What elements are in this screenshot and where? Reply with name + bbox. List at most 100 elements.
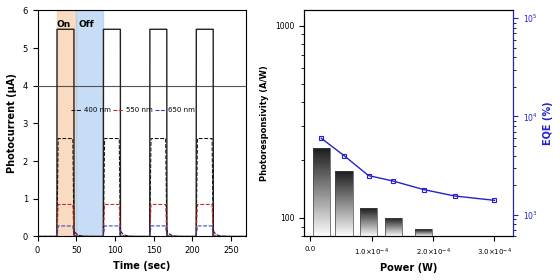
Bar: [312, 184, 330, 185]
Bar: [312, 168, 330, 169]
Bar: [360, 228, 377, 229]
Bar: [335, 221, 353, 222]
Bar: [312, 151, 330, 152]
Bar: [335, 206, 353, 207]
Bar: [335, 174, 353, 175]
Bar: [360, 226, 377, 227]
Bar: [360, 230, 377, 231]
Bar: [360, 216, 377, 217]
Bar: [312, 148, 330, 150]
Bar: [312, 159, 330, 160]
650 nm: [171, 235, 178, 238]
Bar: [312, 198, 330, 199]
Bar: [335, 191, 353, 192]
Bar: [312, 163, 330, 164]
Bar: [360, 231, 377, 232]
650 nm: [104, 224, 111, 228]
Bar: [312, 156, 330, 157]
Bar: [312, 175, 330, 176]
Bar: [335, 189, 353, 190]
Bar: [312, 169, 330, 170]
Bar: [312, 185, 330, 186]
X-axis label: Power (W): Power (W): [380, 263, 437, 273]
Bar: [335, 186, 353, 187]
Bar: [335, 190, 353, 191]
Bar: [335, 200, 353, 201]
Bar: [312, 199, 330, 200]
Bar: [360, 211, 377, 212]
Bar: [312, 178, 330, 179]
Bar: [335, 194, 353, 195]
Bar: [312, 165, 330, 166]
Bar: [335, 175, 353, 176]
Bar: [312, 219, 330, 220]
Bar: [312, 233, 330, 234]
Bar: [360, 223, 377, 224]
Bar: [312, 186, 330, 187]
Bar: [335, 218, 353, 219]
400 nm: [55, 137, 62, 140]
Bar: [312, 204, 330, 206]
Bar: [335, 201, 353, 202]
Bar: [312, 152, 330, 153]
650 nm: [55, 224, 62, 228]
Bar: [335, 232, 353, 233]
Bar: [312, 180, 330, 181]
Bar: [335, 205, 353, 206]
Bar: [335, 178, 353, 179]
650 nm: [243, 235, 250, 238]
Bar: [312, 155, 330, 156]
550 nm: [104, 203, 111, 206]
Y-axis label: EQE (%): EQE (%): [543, 102, 553, 145]
Bar: [312, 192, 330, 193]
Bar: [312, 222, 330, 223]
Bar: [312, 218, 330, 219]
Bar: [335, 197, 353, 198]
Bar: [335, 171, 353, 237]
Bar: [312, 153, 330, 154]
Bar: [312, 154, 330, 155]
Bar: [360, 234, 377, 235]
550 nm: [93, 235, 100, 238]
400 nm: [226, 235, 232, 238]
400 nm: [104, 137, 111, 140]
Bar: [360, 233, 377, 234]
Bar: [312, 187, 330, 188]
Bar: [360, 208, 377, 237]
Bar: [312, 195, 330, 196]
Bar: [335, 216, 353, 217]
Bar: [360, 235, 377, 236]
Bar: [335, 231, 353, 232]
Bar: [335, 209, 353, 210]
Bar: [335, 183, 353, 184]
400 nm: [34, 235, 41, 238]
650 nm: [93, 235, 100, 238]
Bar: [360, 219, 377, 220]
Bar: [312, 208, 330, 209]
Bar: [335, 229, 353, 230]
Bar: [335, 235, 353, 236]
Bar: [335, 207, 353, 208]
Bar: [312, 216, 330, 217]
Bar: [312, 171, 330, 172]
Bar: [335, 198, 353, 199]
Bar: [335, 234, 353, 235]
650 nm: [34, 235, 41, 238]
Bar: [335, 181, 353, 182]
Bar: [360, 214, 377, 215]
Bar: [335, 182, 353, 183]
Bar: [335, 196, 353, 197]
Bar: [335, 222, 353, 223]
Bar: [335, 214, 353, 215]
550 nm: [55, 203, 62, 206]
Bar: [335, 171, 353, 172]
Bar: [312, 191, 330, 192]
Bar: [57, 10, 76, 237]
X-axis label: Time (sec): Time (sec): [113, 261, 171, 271]
Bar: [335, 228, 353, 229]
Bar: [312, 179, 330, 180]
Bar: [335, 204, 353, 205]
Bar: [312, 212, 330, 213]
Bar: [335, 199, 353, 200]
Bar: [335, 224, 353, 225]
